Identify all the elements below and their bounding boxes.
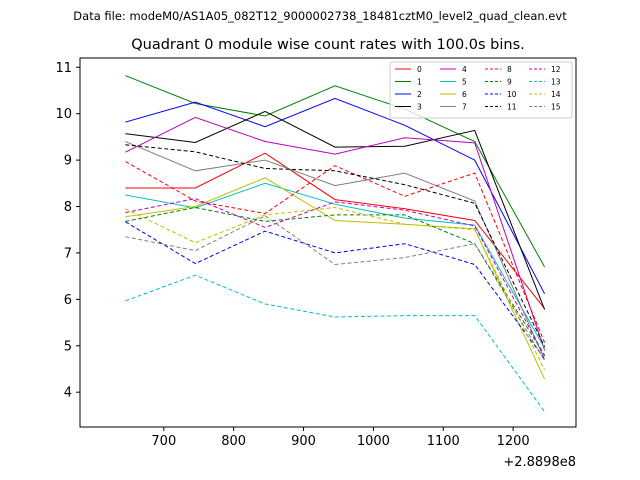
series-line-4 [125,116,546,351]
legend-label-8: 8 [507,65,512,74]
data-file-suptitle: Data file: modeM0/AS1A05_082T12_90000027… [73,9,567,23]
legend-label-10: 10 [507,90,517,99]
legend-label-3: 3 [417,103,422,112]
series-line-5 [125,182,546,349]
legend-label-1: 1 [417,78,422,87]
x-tick-label: 1200 [497,434,530,449]
x-tick-label: 700 [151,434,176,449]
series-line-6 [125,177,546,380]
legend-label-9: 9 [507,78,512,87]
x-tick-label: 1000 [357,434,390,449]
x-offset-label: +2.8898e8 [503,455,576,470]
legend-label-6: 6 [462,90,467,99]
series-line-2 [125,97,546,295]
legend-label-14: 14 [551,90,561,99]
series-line-1 [125,75,546,268]
legend-label-11: 11 [507,103,517,112]
legend-label-13: 13 [551,78,561,87]
legend-label-7: 7 [462,103,467,112]
y-tick-label: 4 [64,386,72,401]
y-tick-label: 5 [64,339,72,354]
legend-frame [389,61,573,119]
y-axis-ticks: 4 5 6 7 8 9 10 11 [55,61,80,401]
y-tick-label: 10 [55,107,72,122]
series-line-13 [125,274,546,412]
legend-label-12: 12 [551,65,561,74]
x-axis-ticks: 700 800 900 1000 1100 1200 [151,427,530,449]
series-line-0 [125,152,545,309]
series-line-12 [125,198,546,357]
y-tick-label: 11 [55,61,72,76]
series-line-8 [125,161,546,343]
series-line-14 [125,206,546,371]
legend-label-15: 15 [551,103,561,112]
legend-label-2: 2 [417,90,422,99]
series-line-3 [125,110,546,310]
x-tick-label: 800 [221,434,246,449]
chart-title: Quadrant 0 module wise count rates with … [131,37,525,53]
series-line-15 [125,215,546,361]
series-line-9 [125,206,546,356]
legend-label-0: 0 [417,65,422,74]
y-tick-label: 8 [64,200,72,215]
legend-label-5: 5 [462,78,467,87]
y-tick-label: 6 [64,293,72,308]
x-tick-label: 900 [291,434,316,449]
x-tick-label: 1100 [427,434,460,449]
series-layer [125,75,546,412]
y-tick-label: 7 [64,246,72,261]
series-line-10 [125,221,546,360]
legend-label-4: 4 [462,65,467,74]
plot-frame [79,57,577,428]
series-line-11 [125,144,546,347]
series-line-7 [125,141,546,360]
y-tick-label: 9 [64,154,72,169]
